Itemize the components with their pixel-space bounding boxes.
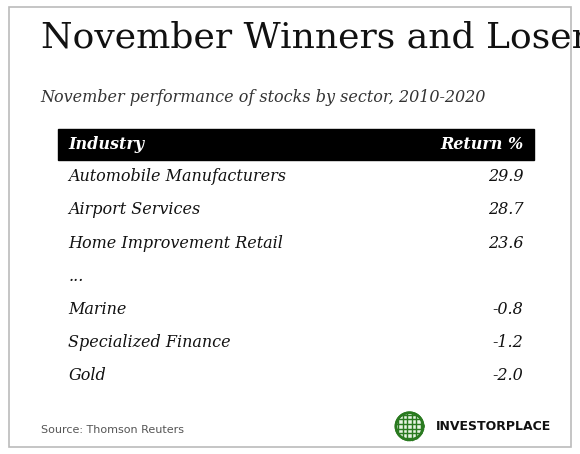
Text: ...: ... [68, 268, 84, 285]
Text: -2.0: -2.0 [492, 367, 523, 384]
Text: Specialized Finance: Specialized Finance [68, 334, 231, 351]
Text: Airport Services: Airport Services [68, 202, 201, 218]
Text: -0.8: -0.8 [492, 301, 523, 318]
Text: INVESTORPLACE: INVESTORPLACE [436, 420, 552, 433]
Text: Marine: Marine [68, 301, 127, 318]
Text: Source: Thomson Reuters: Source: Thomson Reuters [41, 425, 184, 435]
Text: 28.7: 28.7 [488, 202, 523, 218]
Text: Home Improvement Retail: Home Improvement Retail [68, 235, 283, 252]
Text: November Winners and Losers: November Winners and Losers [41, 20, 580, 54]
Text: November performance of stocks by sector, 2010-2020: November performance of stocks by sector… [41, 89, 486, 105]
Circle shape [396, 413, 423, 440]
Text: 23.6: 23.6 [488, 235, 523, 252]
Text: -1.2: -1.2 [492, 334, 523, 351]
Text: Return %: Return % [440, 136, 523, 153]
Text: Automobile Manufacturers: Automobile Manufacturers [68, 168, 287, 185]
Text: 29.9: 29.9 [488, 168, 523, 185]
Text: Gold: Gold [68, 367, 106, 384]
Text: Industry: Industry [68, 136, 144, 153]
